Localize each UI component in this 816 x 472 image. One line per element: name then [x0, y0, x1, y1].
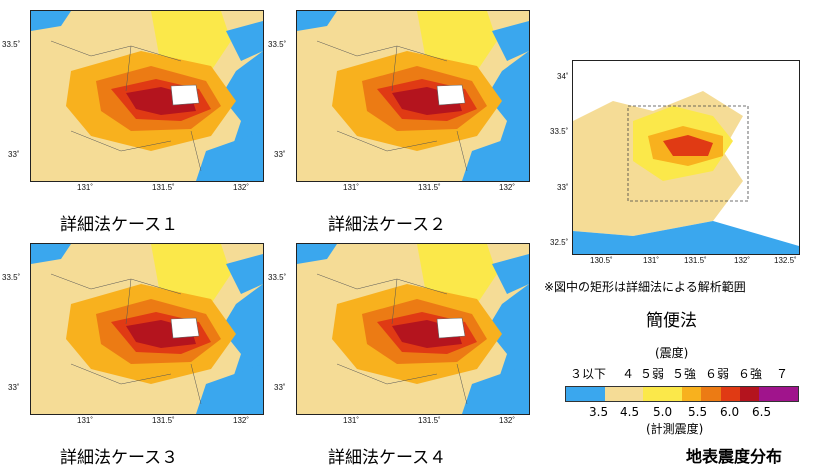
xtick: 131˚ [343, 183, 360, 192]
xtick: 132˚ [734, 256, 751, 265]
intensity-map [31, 11, 263, 181]
intensity-color-scale [565, 386, 799, 402]
ytick: 33˚ [274, 383, 286, 392]
map-simple-method [572, 60, 800, 255]
legend-measured-intensity-label: (計測震度) [646, 422, 704, 436]
xtick: 132˚ [499, 183, 516, 192]
xtick: 132˚ [233, 183, 250, 192]
ytick: 33.5˚ [2, 273, 21, 282]
xtick: 131.5˚ [418, 416, 441, 425]
legend-color-cell [623, 387, 644, 401]
intensity-map [31, 244, 263, 414]
map-case-1 [30, 10, 264, 182]
legend-class: ５強 [672, 367, 697, 381]
xtick: 131˚ [343, 416, 360, 425]
xtick: 131.5˚ [152, 416, 175, 425]
xtick: 131˚ [643, 256, 660, 265]
legend-color-cell [643, 387, 663, 401]
map-case-4 [296, 243, 530, 415]
legend-class: ６強 [738, 367, 763, 381]
legend-color-cell [566, 387, 586, 401]
caption-simple-method: 簡便法 [646, 311, 697, 331]
legend-color-cell [701, 387, 721, 401]
analysis-range-note: ※図中の矩形は詳細法による解析範囲 [544, 280, 746, 294]
xtick: 132.5˚ [774, 256, 797, 265]
figure-title: 地表震度分布 [686, 447, 783, 466]
caption-case-4: 詳細法ケース４ [328, 448, 447, 468]
legend-color-cell [662, 387, 682, 401]
legend-color-cell [778, 387, 798, 401]
ytick: 33.5˚ [268, 40, 287, 49]
legend-color-cell [681, 387, 702, 401]
xtick: 132˚ [499, 416, 516, 425]
ytick: 33.5˚ [2, 40, 21, 49]
caption-case-3: 詳細法ケース３ [60, 448, 179, 468]
ytick: 33.5˚ [550, 127, 569, 136]
ytick: 33.5˚ [268, 273, 287, 282]
legend-color-cell [720, 387, 740, 401]
legend-class: ５弱 [640, 367, 665, 381]
legend-class: ４ [622, 367, 635, 381]
caption-case-2: 詳細法ケース２ [328, 215, 447, 235]
intensity-map [297, 11, 529, 181]
ytick: 33˚ [8, 150, 20, 159]
xtick: 132˚ [233, 416, 250, 425]
legend-value: 3.5 [589, 405, 609, 419]
xtick: 131.5˚ [684, 256, 707, 265]
legend-value: 4.5 [620, 405, 640, 419]
caption-case-1: 詳細法ケース１ [60, 215, 179, 235]
legend-value: 6.0 [720, 405, 740, 419]
ytick: 32.5˚ [550, 238, 569, 247]
xtick: 130.5˚ [590, 256, 613, 265]
legend-class: ６弱 [705, 367, 730, 381]
ytick: 33˚ [274, 150, 286, 159]
legend-class: ３以下 [570, 367, 607, 381]
ytick: 33˚ [8, 383, 20, 392]
legend-color-cell [585, 387, 605, 401]
legend-value: 5.5 [688, 405, 708, 419]
xtick: 131˚ [77, 183, 94, 192]
legend-class: ７ [776, 367, 789, 381]
intensity-map [573, 61, 799, 254]
legend-color-cell [604, 387, 624, 401]
map-case-2 [296, 10, 530, 182]
xtick: 131.5˚ [418, 183, 441, 192]
legend-value: 5.0 [653, 405, 673, 419]
legend-color-cell [739, 387, 760, 401]
xtick: 131˚ [77, 416, 94, 425]
intensity-map [297, 244, 529, 414]
map-case-3 [30, 243, 264, 415]
legend-intensity-label: (震度) [655, 346, 689, 360]
ytick: 33˚ [557, 183, 569, 192]
legend-color-cell [759, 387, 779, 401]
legend-value: 6.5 [752, 405, 772, 419]
ytick: 34˚ [557, 72, 569, 81]
xtick: 131.5˚ [152, 183, 175, 192]
